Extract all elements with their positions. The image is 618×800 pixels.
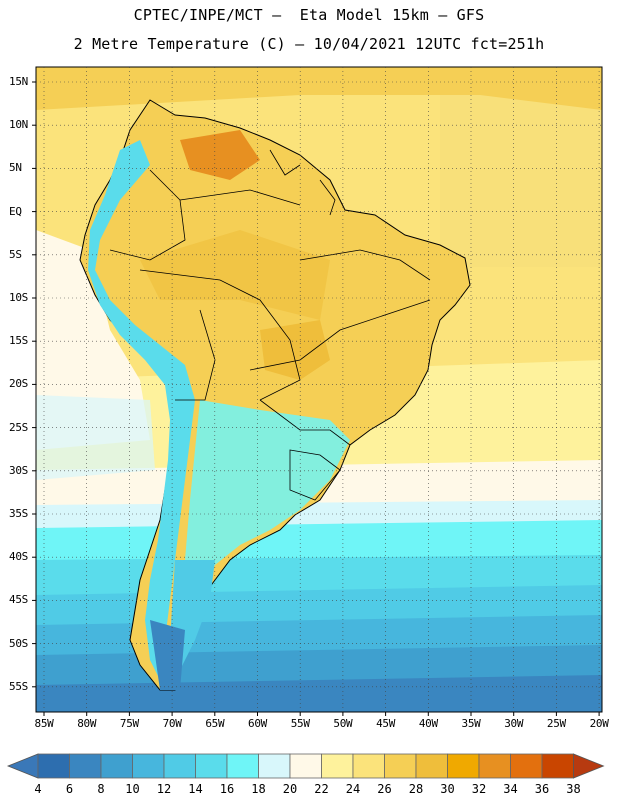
andes-cold-strip [88,140,195,680]
colorbar-swatch [384,753,417,779]
colorbar-label: 38 [566,782,581,796]
lon-label-45w: 45W [376,717,396,730]
colorbar-label: 22 [314,782,329,796]
lat-label-50s: 50S [9,636,28,650]
pacific-band [36,395,155,480]
colorbar-label: 28 [408,782,424,796]
lon-label-60w: 60W [248,717,267,730]
colorbar-swatch [226,753,259,779]
colorbar-over-arrow [573,753,605,779]
tierra-del-fuego [150,620,185,690]
lon-label-20w: 20W [589,717,609,730]
colorbar-label: 34 [503,782,518,796]
lat-label-15n: 15N [9,75,28,88]
map-subtitle: 2 Metre Temperature (C) – 10/04/2021 12U… [73,35,545,53]
warm-amazon [140,230,330,320]
lon-label-25w: 25W [546,717,566,730]
colorbar-swatch [415,753,448,779]
axis-ticks [32,81,600,716]
lat-label-15s: 15S [9,334,28,348]
colorbar [6,753,605,779]
colorbar-swatch [510,753,543,779]
colorbar-label: 8 [97,782,105,796]
caribbean-warm [36,67,602,110]
colorbar-swatch [258,753,291,779]
colorbar-label: 20 [282,782,298,796]
colorbar-label: 18 [251,782,266,796]
colorbar-label: 4 [34,782,42,796]
map-frame [35,66,603,713]
lat-label-35s: 35S [9,507,28,520]
colorbar-swatch [37,753,70,779]
colorbar-swatch [195,753,228,779]
colorbar-label: 16 [219,782,235,796]
lon-label-70w: 70W [162,717,182,730]
colorbar-label: 26 [377,782,392,796]
lon-label-50w: 50W [333,717,353,730]
lat-label-20s: 20S [9,377,28,391]
lat-label-5s: 5S [9,247,22,261]
colorbar-label: 36 [534,782,550,796]
lat-label-30s: 30S [9,463,28,477]
country-borders [109,149,431,501]
lat-label-eq: EQ [9,204,22,218]
lon-label-35w: 35W [461,717,481,730]
pacific-cool-tongue [36,230,150,450]
lon-label-85w: 85W [34,717,54,730]
colorbar-label: 32 [471,782,487,796]
colorbar-under-arrow [6,753,39,779]
lon-label-80w: 80W [77,717,97,730]
lon-label-65w: 65W [205,717,225,730]
lon-label-40w: 40W [418,717,438,730]
colorbar-swatch [163,753,196,779]
colorbar-swatch [352,753,385,779]
map-title: CPTEC/INPE/MCT – Eta Model 15km – GFS [133,6,485,24]
lon-label-75w: 75W [119,717,139,730]
colorbar-swatch [541,753,574,779]
colorbar-label: 12 [156,782,172,796]
colorbar-swatch [132,753,165,779]
colorbar-label: 14 [188,782,203,796]
colorbar-swatch [478,753,511,779]
colorbar-swatch [69,753,102,779]
southern-cone-cool [185,400,350,610]
warm-center-brazil [260,320,330,380]
lat-label-5n: 5N [9,161,22,175]
warm-venezuela [180,130,260,180]
lat-label-10s: 10S [9,291,28,304]
colorbar-swatch [447,753,480,779]
lat-label-25s: 25S [9,420,28,434]
colorbar-swatch [321,753,354,779]
colorbar-swatch [100,753,133,779]
lat-label-45s: 45S [9,593,28,607]
lat-label-40s: 40S [9,550,28,564]
colorbar-label: 6 [65,782,74,796]
colorbar-label: 24 [345,782,361,796]
colorbar-label: 10 [125,782,140,796]
lon-label-30w: 30W [504,717,524,730]
lat-label-55s: 55S [9,679,28,693]
colorbar-label: 30 [440,782,455,796]
lon-label-55w: 55W [290,717,310,730]
lat-label-10n: 10N [9,118,28,132]
colorbar-swatch [289,753,322,779]
